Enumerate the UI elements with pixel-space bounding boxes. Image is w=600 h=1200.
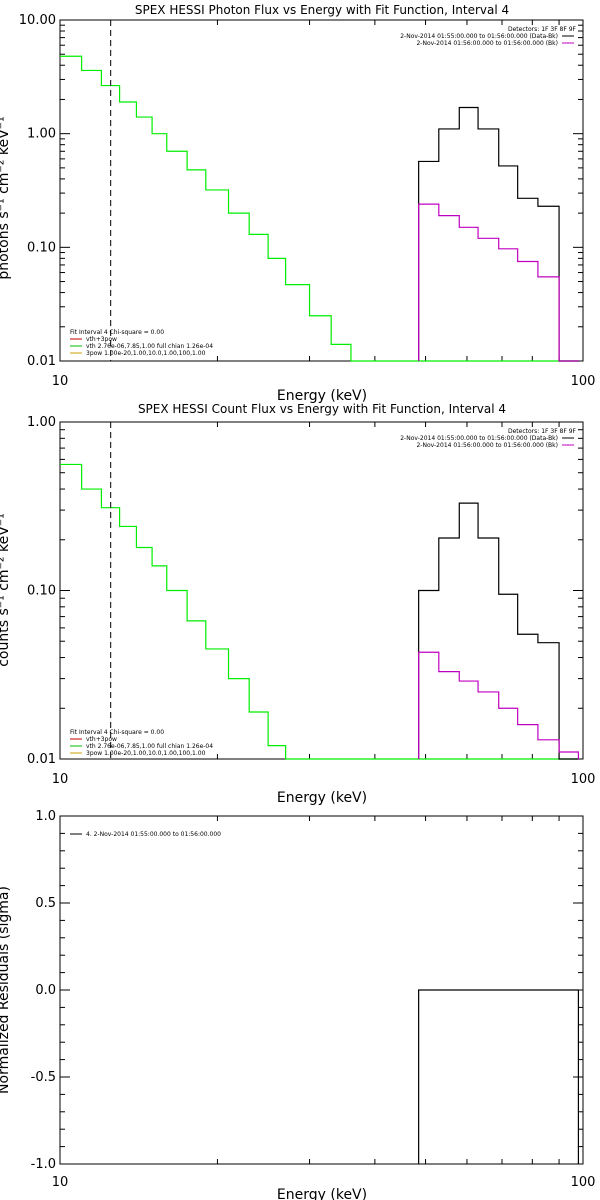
y-tick-label: 1.00 [27,127,56,142]
photon-xtick-10: 10 [52,374,69,389]
photon-panel-title: SPEX HESSI Photon Flux vs Energy with Fi… [135,3,509,17]
count-legend-label-1: 2-Nov-2014 01:56:00.000 to 01:56:00.000 … [416,442,558,449]
y-tick-label: -1.0 [31,1157,56,1172]
count-legend-label-0: 2-Nov-2014 01:55:00.000 to 01:56:00.000 … [400,435,558,442]
photon-legend-label-1: 2-Nov-2014 01:56:00.000 to 01:56:00.000 … [416,40,558,47]
residuals-legend-label: 4. 2-Nov-2014 01:55:00.000 to 01:56:00.0… [86,831,221,838]
count-series-group [60,463,580,760]
y-tick-label: -0.5 [31,1070,56,1085]
y-tick-label: 0.01 [27,752,56,767]
series-0-steps [60,463,579,760]
photon-plot-frame [59,19,584,362]
series-0-steps [60,55,579,362]
residuals-xtick-100: 100 [571,1175,596,1190]
photon-detectors: Detectors: 1F 3F 8F 9F [508,26,577,33]
residuals-panel: 1.0 0.5 0.0 -0.5 -1.0 4. 2-Nov-2014 01:55:00… [0,809,595,1200]
count-fit-header: Fit Interval 4 Chi-square = 0.00 [70,729,164,736]
y-tick-label: 1.0 [35,809,56,824]
y-tick-label: 0.0 [35,983,56,998]
residuals-series-group [418,989,580,1164]
y-tick-label: 10.00 [19,13,56,28]
photon-y-axis: 10.00 1.00 0.10 0.01 [19,13,583,369]
photon-series-group [60,55,579,362]
photon-xtick-100: 100 [571,374,596,389]
series-2-steps [418,203,579,362]
residual-zero-segment [418,989,580,1164]
residuals-x-axis [216,816,560,1164]
photon-fit-line-2: 3pow 1.00e-20,1.00,10.0,1.00,100,1.00 [86,350,206,357]
photon-flux-panel: SPEX HESSI Photon Flux vs Energy with Fi… [0,3,595,404]
count-fit-line-1: vth 2.76e-06,7.85,1.00 full chian 1.26e-… [86,743,213,750]
y-tick-label: 0.01 [27,354,56,369]
y-tick-label: 0.5 [35,896,56,911]
y-tick-label: 1.00 [27,415,56,430]
residuals-xtick-10: 10 [52,1175,69,1190]
photon-x-axis [216,20,560,361]
count-flux-panel: SPEX HESSI Count Flux vs Energy with Fit… [0,402,595,806]
count-panel-title: SPEX HESSI Count Flux vs Energy with Fit… [138,402,506,416]
count-y-label: counts s⁻¹ cm⁻² keV⁻¹ [0,513,12,667]
count-xtick-100: 100 [571,772,596,787]
count-y-axis: 1.00 0.10 0.01 [27,415,583,767]
y-tick-label: 0.10 [27,584,56,599]
count-fit-line-2: 3pow 1.00e-20,1.00,10.0,1.00,100,1.00 [86,750,206,757]
series-1-steps [418,106,579,362]
photon-x-label: Energy (keV) [277,388,367,404]
residuals-x-label: Energy (keV) [277,1187,367,1200]
count-xtick-10: 10 [52,772,69,787]
count-detectors: Detectors: 1F 3F 8F 9F [508,428,577,435]
series-2-steps [418,651,580,760]
series-1-steps [418,502,579,760]
count-fit-line-0: vth+3pow [86,736,117,743]
count-x-label: Energy (keV) [277,790,367,806]
residuals-y-label: Normalized Residuals (sigma) [0,886,12,1094]
y-tick-label: 0.10 [27,240,56,255]
photon-fit-line-1: vth 2.76e-06,7.85,1.00 full chian 1.26e-… [86,343,213,350]
photon-fit-header: Fit Interval 4 Chi-square = 0.00 [70,329,164,336]
photon-fit-line-0: vth+3pow [86,336,117,343]
photon-legend-label-0: 2-Nov-2014 01:55:00.000 to 01:56:00.000 … [400,33,558,40]
photon-y-label: photons s⁻¹ cm⁻² keV⁻¹ [0,116,12,279]
